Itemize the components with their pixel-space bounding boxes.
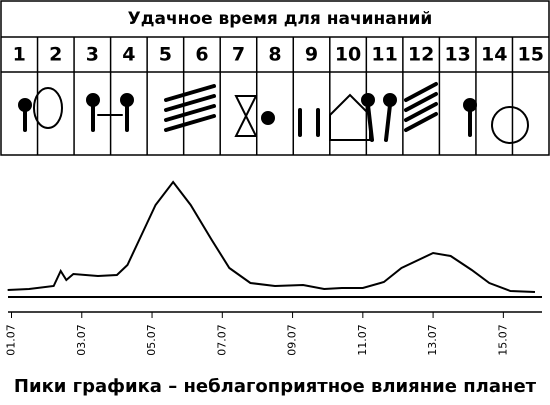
column-number: 11: [371, 44, 397, 66]
icons: [18, 82, 529, 144]
column-number: 14: [481, 44, 507, 66]
x-tick-label: 09.07: [286, 324, 299, 356]
column-number: 13: [444, 44, 470, 66]
column-number: 9: [305, 44, 318, 66]
column-number: 7: [232, 44, 245, 66]
column-number: 2: [49, 44, 62, 66]
column-number: 3: [86, 44, 99, 66]
x-tick-label: 05.07: [145, 324, 158, 356]
table: [0, 0, 550, 156]
column-number: 4: [122, 44, 135, 66]
x-tick-label: 13.07: [426, 324, 439, 356]
column-number: 6: [195, 44, 208, 66]
column-number: 10: [335, 44, 361, 66]
x-tick-label: 07.07: [215, 324, 228, 356]
column-number: 5: [159, 44, 172, 66]
line: [7, 180, 536, 293]
column-number: 12: [408, 44, 434, 66]
column-number: 8: [268, 44, 281, 66]
caption: Пики графика – неблагоприятное влияние п…: [14, 376, 537, 397]
column-number: 1: [13, 44, 26, 66]
x-tick-label: 03.07: [75, 324, 88, 356]
x-tick-label: 11.07: [356, 324, 369, 356]
x-tick-label: 15.07: [496, 324, 509, 356]
column-number: 15: [518, 44, 544, 66]
table-border: [0, 0, 550, 156]
x-tick-label: 01.07: [5, 324, 18, 356]
table-title: Удачное время для начинаний: [128, 9, 433, 29]
